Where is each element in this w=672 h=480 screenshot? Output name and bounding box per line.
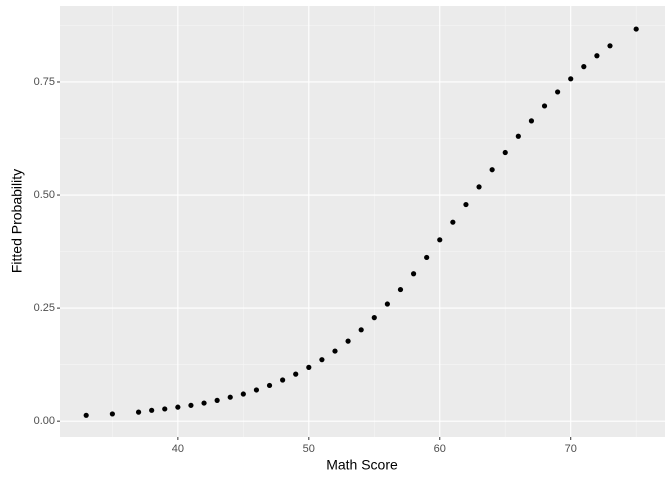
point [463,201,469,208]
x-axis-title: Math Score [326,457,398,473]
point [266,382,273,389]
point [568,76,574,82]
y-axis-title: Fitted Probability [9,169,25,273]
point [594,53,600,59]
point [162,406,168,412]
point [175,404,181,410]
point [149,407,155,413]
point [332,348,338,354]
point [240,391,246,397]
y-tick-label: 0.25 [34,302,55,314]
point [280,377,286,383]
point [410,271,417,277]
point [515,133,521,139]
point [135,409,142,415]
point [214,397,220,403]
point [450,219,456,225]
point [384,301,390,307]
x-tick-label: 70 [565,443,577,455]
point [83,412,89,418]
point [253,387,260,393]
point [489,167,495,173]
point [358,327,364,333]
panel [60,6,665,437]
y-tick-label: 0.00 [34,415,55,427]
y-tick-label: 0.75 [34,76,55,88]
point [633,26,639,32]
x-tick-label: 50 [303,443,315,455]
point [476,184,482,190]
point [555,89,561,95]
point [397,286,404,293]
point [345,338,351,344]
point [227,394,233,400]
point [306,364,312,370]
x-tick-label: 60 [434,443,446,455]
point [109,411,115,417]
point [528,118,535,124]
point [319,357,325,363]
point [201,400,207,406]
point [437,237,443,243]
x-tick-label: 40 [172,443,184,455]
point [188,402,194,408]
y-tick-label: 0.50 [34,189,55,201]
point [293,371,299,377]
point [607,43,613,49]
point [371,315,377,321]
point [502,149,508,156]
point [424,254,430,261]
point [581,64,587,70]
point [541,103,548,109]
